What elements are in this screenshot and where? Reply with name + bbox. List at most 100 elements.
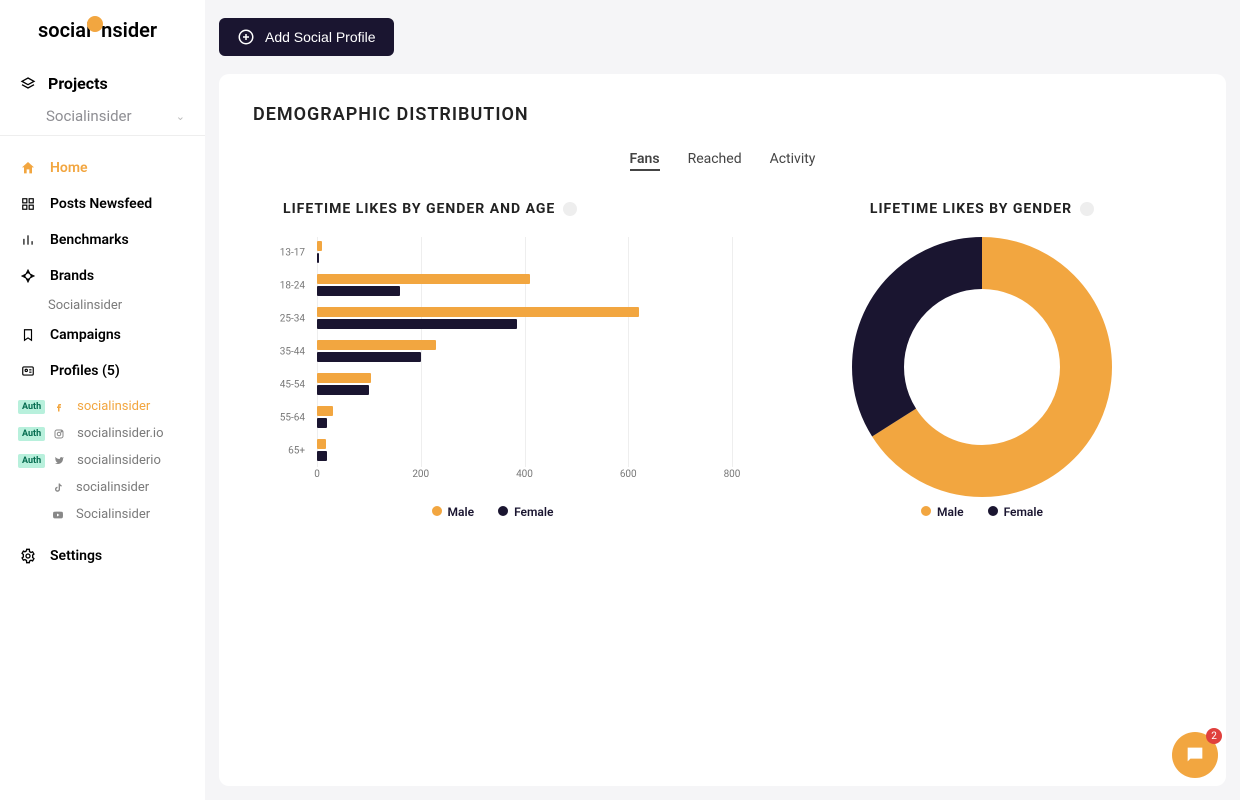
bar-row (317, 373, 732, 397)
bar-chart-title-text: LIFETIME LIKES BY GENDER AND AGE (283, 201, 555, 217)
auth-badge: Auth (18, 427, 45, 441)
profile-item-facebook[interactable]: Authsocialinsider (0, 393, 205, 420)
bar-female (317, 352, 421, 362)
donut-chart (772, 237, 1192, 497)
nav-settings[interactable]: Settings (0, 538, 205, 574)
bar-plot-area (317, 237, 732, 467)
gear-icon (20, 548, 36, 564)
bar-male (317, 307, 639, 317)
bar-male (317, 406, 333, 416)
tiktok-icon (52, 482, 68, 494)
tabs: Fans Reached Activity (253, 151, 1192, 171)
profile-item-instagram[interactable]: Auth socialinsider.io (0, 420, 205, 447)
add-social-profile-button[interactable]: Add Social Profile (219, 18, 394, 56)
nav-settings-label: Settings (50, 548, 102, 564)
logo: social nsider (0, 18, 205, 66)
donut-chart-col: LIFETIME LIKES BY GENDER Male Female (772, 201, 1192, 519)
projects-label: Projects (48, 74, 108, 93)
plus-circle-icon (237, 28, 255, 46)
bar-chart-title: LIFETIME LIKES BY GENDER AND AGE (253, 201, 732, 217)
charts-row: LIFETIME LIKES BY GENDER AND AGE 13-1718… (253, 201, 1192, 519)
main: Add Social Profile DEMOGRAPHIC DISTRIBUT… (205, 0, 1240, 800)
project-select[interactable]: Socialinsider ⌄ (0, 101, 205, 136)
bookmark-icon (20, 327, 36, 343)
donut-svg (847, 232, 1117, 502)
legend-male: Male (921, 505, 964, 519)
chat-unread-badge: 2 (1206, 728, 1222, 744)
donut-chart-title-text: LIFETIME LIKES BY GENDER (870, 201, 1072, 217)
bar-chart: 13-1718-2425-3435-4445-5455-6465+ 020040… (253, 237, 732, 497)
profile-item-label: socialinsider (77, 399, 150, 414)
chat-icon (1184, 744, 1206, 766)
tab-fans[interactable]: Fans (630, 151, 660, 171)
legend-female-label: Female (1004, 505, 1043, 519)
legend-male-label: Male (448, 505, 475, 519)
logo-text-a: social (38, 18, 91, 42)
nav-brands-sub[interactable]: Socialinsider (0, 294, 205, 317)
logo-text-b: nsider (101, 18, 157, 42)
chevron-down-icon: ⌄ (176, 110, 185, 123)
bar-row (317, 307, 732, 331)
nav-profiles[interactable]: Profiles (5) (0, 353, 205, 389)
tab-activity[interactable]: Activity (770, 151, 816, 171)
nav-posts-label: Posts Newsfeed (50, 196, 152, 212)
nav-benchmarks-label: Benchmarks (50, 232, 129, 248)
youtube-icon (52, 509, 68, 521)
nav-campaigns[interactable]: Campaigns (0, 317, 205, 353)
bar-x-axis: 0200400600800 (317, 469, 732, 485)
bar-male (317, 274, 530, 284)
bar-male (317, 373, 371, 383)
layers-icon (20, 76, 36, 92)
bar-female (317, 286, 400, 296)
legend-female: Female (498, 505, 553, 519)
info-icon[interactable] (1080, 202, 1094, 216)
facebook-icon (53, 401, 69, 413)
profile-item-label: Socialinsider (76, 507, 150, 522)
profile-item-youtube[interactable]: Socialinsider (0, 501, 205, 528)
profile-item-label: socialinsider.io (77, 426, 163, 441)
bar-female (317, 253, 319, 263)
chat-fab[interactable]: 2 (1172, 732, 1218, 778)
card-title: DEMOGRAPHIC DISTRIBUTION (253, 104, 1192, 125)
bar-chart-legend: Male Female (253, 505, 732, 519)
bar-chart-icon (20, 232, 36, 248)
donut-chart-legend: Male Female (772, 505, 1192, 519)
auth-badge: Auth (18, 454, 45, 468)
twitter-icon (53, 455, 69, 467)
projects-header: Projects (0, 66, 205, 101)
nav-home-label: Home (50, 160, 88, 176)
bar-male (317, 340, 436, 350)
bar-row (317, 274, 732, 298)
nav-posts-newsfeed[interactable]: Posts Newsfeed (0, 186, 205, 222)
sidebar: social nsider Projects Socialinsider ⌄ Ho… (0, 0, 205, 800)
profile-item-tiktok[interactable]: socialinsider (0, 474, 205, 501)
nav-benchmarks[interactable]: Benchmarks (0, 222, 205, 258)
instagram-icon (53, 428, 69, 440)
bar-male (317, 241, 322, 251)
bar-chart-col: LIFETIME LIKES BY GENDER AND AGE 13-1718… (253, 201, 732, 519)
bar-row (317, 439, 732, 463)
legend-male: Male (432, 505, 475, 519)
info-icon[interactable] (563, 202, 577, 216)
bar-y-axis: 13-1718-2425-3435-4445-5455-6465+ (253, 237, 313, 467)
bar-row (317, 406, 732, 430)
nav-home[interactable]: Home (0, 150, 205, 186)
profile-item-label: socialinsiderio (77, 453, 161, 468)
home-icon (20, 160, 36, 176)
bar-row (317, 241, 732, 265)
grid-icon (20, 196, 36, 212)
legend-female: Female (988, 505, 1043, 519)
bar-male (317, 439, 326, 449)
nav-brands[interactable]: Brands (0, 258, 205, 294)
nav: Home Posts Newsfeed Benchmarks Brands So… (0, 136, 205, 574)
bar-female (317, 319, 517, 329)
tab-reached[interactable]: Reached (688, 151, 742, 171)
topbar: Add Social Profile (219, 14, 1226, 74)
bar-female (317, 418, 327, 428)
bar-row (317, 340, 732, 364)
demographics-card: DEMOGRAPHIC DISTRIBUTION Fans Reached Acti… (219, 74, 1226, 786)
project-selected-label: Socialinsider (46, 107, 132, 125)
donut-chart-title: LIFETIME LIKES BY GENDER (772, 201, 1192, 217)
legend-female-label: Female (514, 505, 553, 519)
profile-item-twitter[interactable]: Auth socialinsiderio (0, 447, 205, 474)
